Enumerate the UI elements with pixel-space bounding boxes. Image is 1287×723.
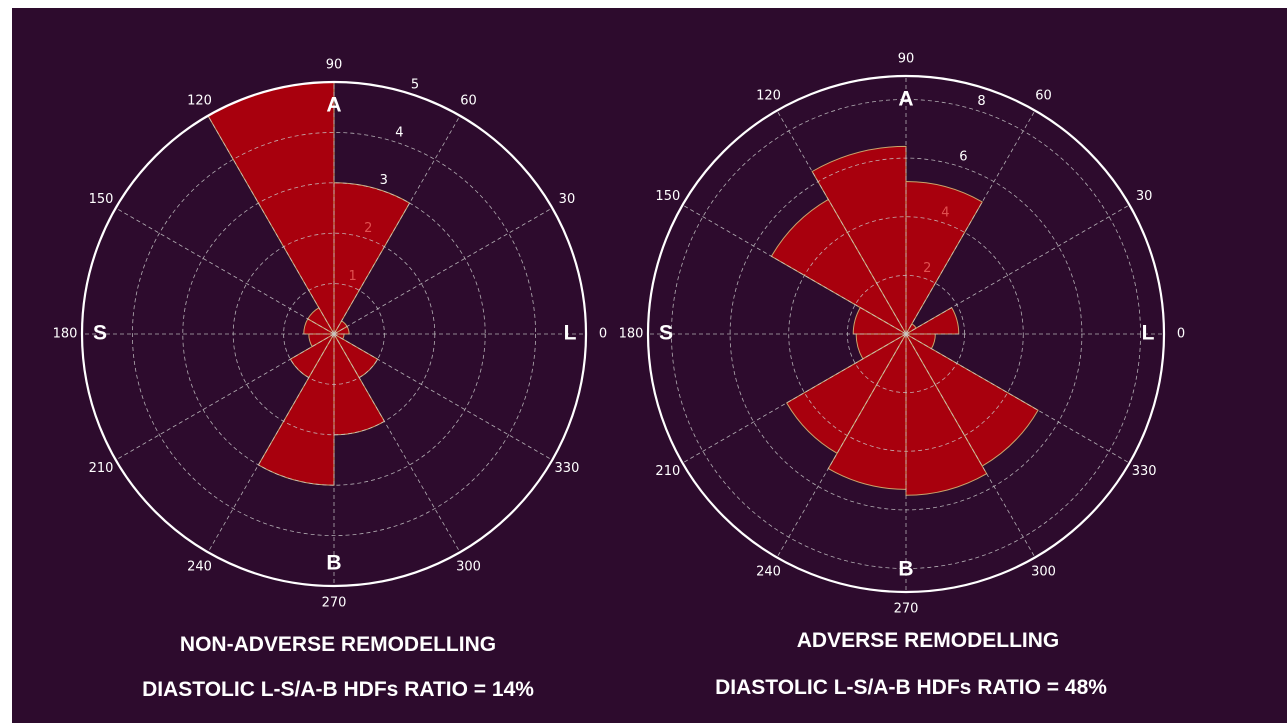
right-grid-circle-4 xyxy=(788,216,1024,452)
right-radial-tick-8: 8 xyxy=(977,94,985,109)
left-grid-spoke-30 xyxy=(333,207,553,335)
left-angle-tick-270: 270 xyxy=(322,596,347,611)
right-sector-90 xyxy=(811,145,907,336)
left-radial-tick-5: 5 xyxy=(411,77,419,92)
left-angle-tick-300: 300 xyxy=(456,559,481,574)
right-angle-tick-120: 120 xyxy=(756,88,781,103)
left-direction-label-bottom: B xyxy=(326,552,341,575)
left-direction-label-top: A xyxy=(326,94,341,117)
left-sector-90 xyxy=(207,81,335,336)
figure-background: 0 30 60 90 120 150 180 210 240 270 300 330 1 2 3 4 5 L A S B… xyxy=(12,8,1287,723)
left-angle-tick-120: 120 xyxy=(187,94,212,109)
right-angle-tick-240: 240 xyxy=(756,565,781,580)
right-grid-spoke-210 xyxy=(682,333,907,464)
left-direction-label-right: L xyxy=(564,322,577,345)
left-angle-tick-60: 60 xyxy=(460,94,477,109)
right-grid-spoke-150 xyxy=(682,204,907,335)
left-grid-spoke-300 xyxy=(333,333,461,553)
polar-charts: 030609012015018021024027030033012345LASB… xyxy=(53,52,1186,617)
left-grid-circle-3 xyxy=(182,182,486,486)
left-angle-tick-150: 150 xyxy=(89,192,114,207)
right-grid-spoke-30 xyxy=(905,204,1130,335)
left-direction-label-left: S xyxy=(93,322,107,345)
right-angle-tick-270: 270 xyxy=(894,602,919,617)
left-angle-tick-330: 330 xyxy=(555,461,580,476)
right-grid-spoke-120 xyxy=(776,110,907,335)
right-radial-tick-4: 4 xyxy=(941,205,949,220)
right-angle-tick-0: 0 xyxy=(1177,327,1185,342)
right-grid-spoke-240 xyxy=(776,333,907,558)
left-grid-spoke-330 xyxy=(333,333,553,461)
right-sector-60 xyxy=(905,181,983,336)
right-chart-subtitle: DIASTOLIC L-S/A-B HDFs RATIO = 48% xyxy=(715,676,1107,699)
right-grid-spoke-60 xyxy=(905,110,1036,335)
right-grid-spoke-330 xyxy=(905,333,1130,464)
right-angle-tick-60: 60 xyxy=(1035,88,1052,103)
right-direction-label-left: S xyxy=(659,322,673,345)
right-angle-tick-90: 90 xyxy=(898,52,915,67)
left-chart-subtitle: DIASTOLIC L-S/A-B HDFs RATIO = 14% xyxy=(142,678,534,701)
right-direction-label-bottom: B xyxy=(898,558,913,581)
left-radial-tick-2: 2 xyxy=(364,221,372,236)
left-grid-spoke-60 xyxy=(333,115,461,335)
right-angle-tick-30: 30 xyxy=(1136,189,1153,204)
right-angle-tick-150: 150 xyxy=(655,189,680,204)
left-grid-spoke-120 xyxy=(207,115,335,335)
left-grid-spoke-210 xyxy=(115,333,335,461)
left-radial-tick-3: 3 xyxy=(380,173,388,188)
right-radial-tick-2: 2 xyxy=(923,261,931,276)
left-angle-tick-0: 0 xyxy=(599,327,607,342)
right-radial-tick-6: 6 xyxy=(959,150,967,165)
left-outer-circle xyxy=(80,80,588,588)
right-grid-spoke-300 xyxy=(905,333,1036,558)
left-grid-spoke-240 xyxy=(207,333,335,553)
left-chart-title: NON-ADVERSE REMODELLING xyxy=(179,633,497,656)
left-grid-spoke-150 xyxy=(115,207,335,335)
right-direction-label-top: A xyxy=(898,88,913,111)
left-radial-tick-4: 4 xyxy=(395,125,403,140)
right-angle-tick-300: 300 xyxy=(1031,565,1056,580)
right-angle-tick-180: 180 xyxy=(619,327,644,342)
right-outer-circle xyxy=(646,74,1166,594)
right-sector-300 xyxy=(904,332,1039,467)
left-angle-tick-90: 90 xyxy=(326,58,343,73)
right-angle-tick-330: 330 xyxy=(1132,464,1157,479)
left-grid-circle-4 xyxy=(131,131,537,537)
right-angle-tick-210: 210 xyxy=(655,464,680,479)
left-angle-tick-30: 30 xyxy=(559,192,576,207)
left-angle-tick-240: 240 xyxy=(187,559,212,574)
left-angle-tick-210: 210 xyxy=(89,461,114,476)
left-radial-tick-1: 1 xyxy=(349,269,357,284)
right-chart-title: ADVERSE REMODELLING xyxy=(796,629,1060,652)
left-angle-tick-180: 180 xyxy=(53,327,78,342)
right-direction-label-right: L xyxy=(1142,322,1155,345)
left-sector-60 xyxy=(333,182,411,336)
